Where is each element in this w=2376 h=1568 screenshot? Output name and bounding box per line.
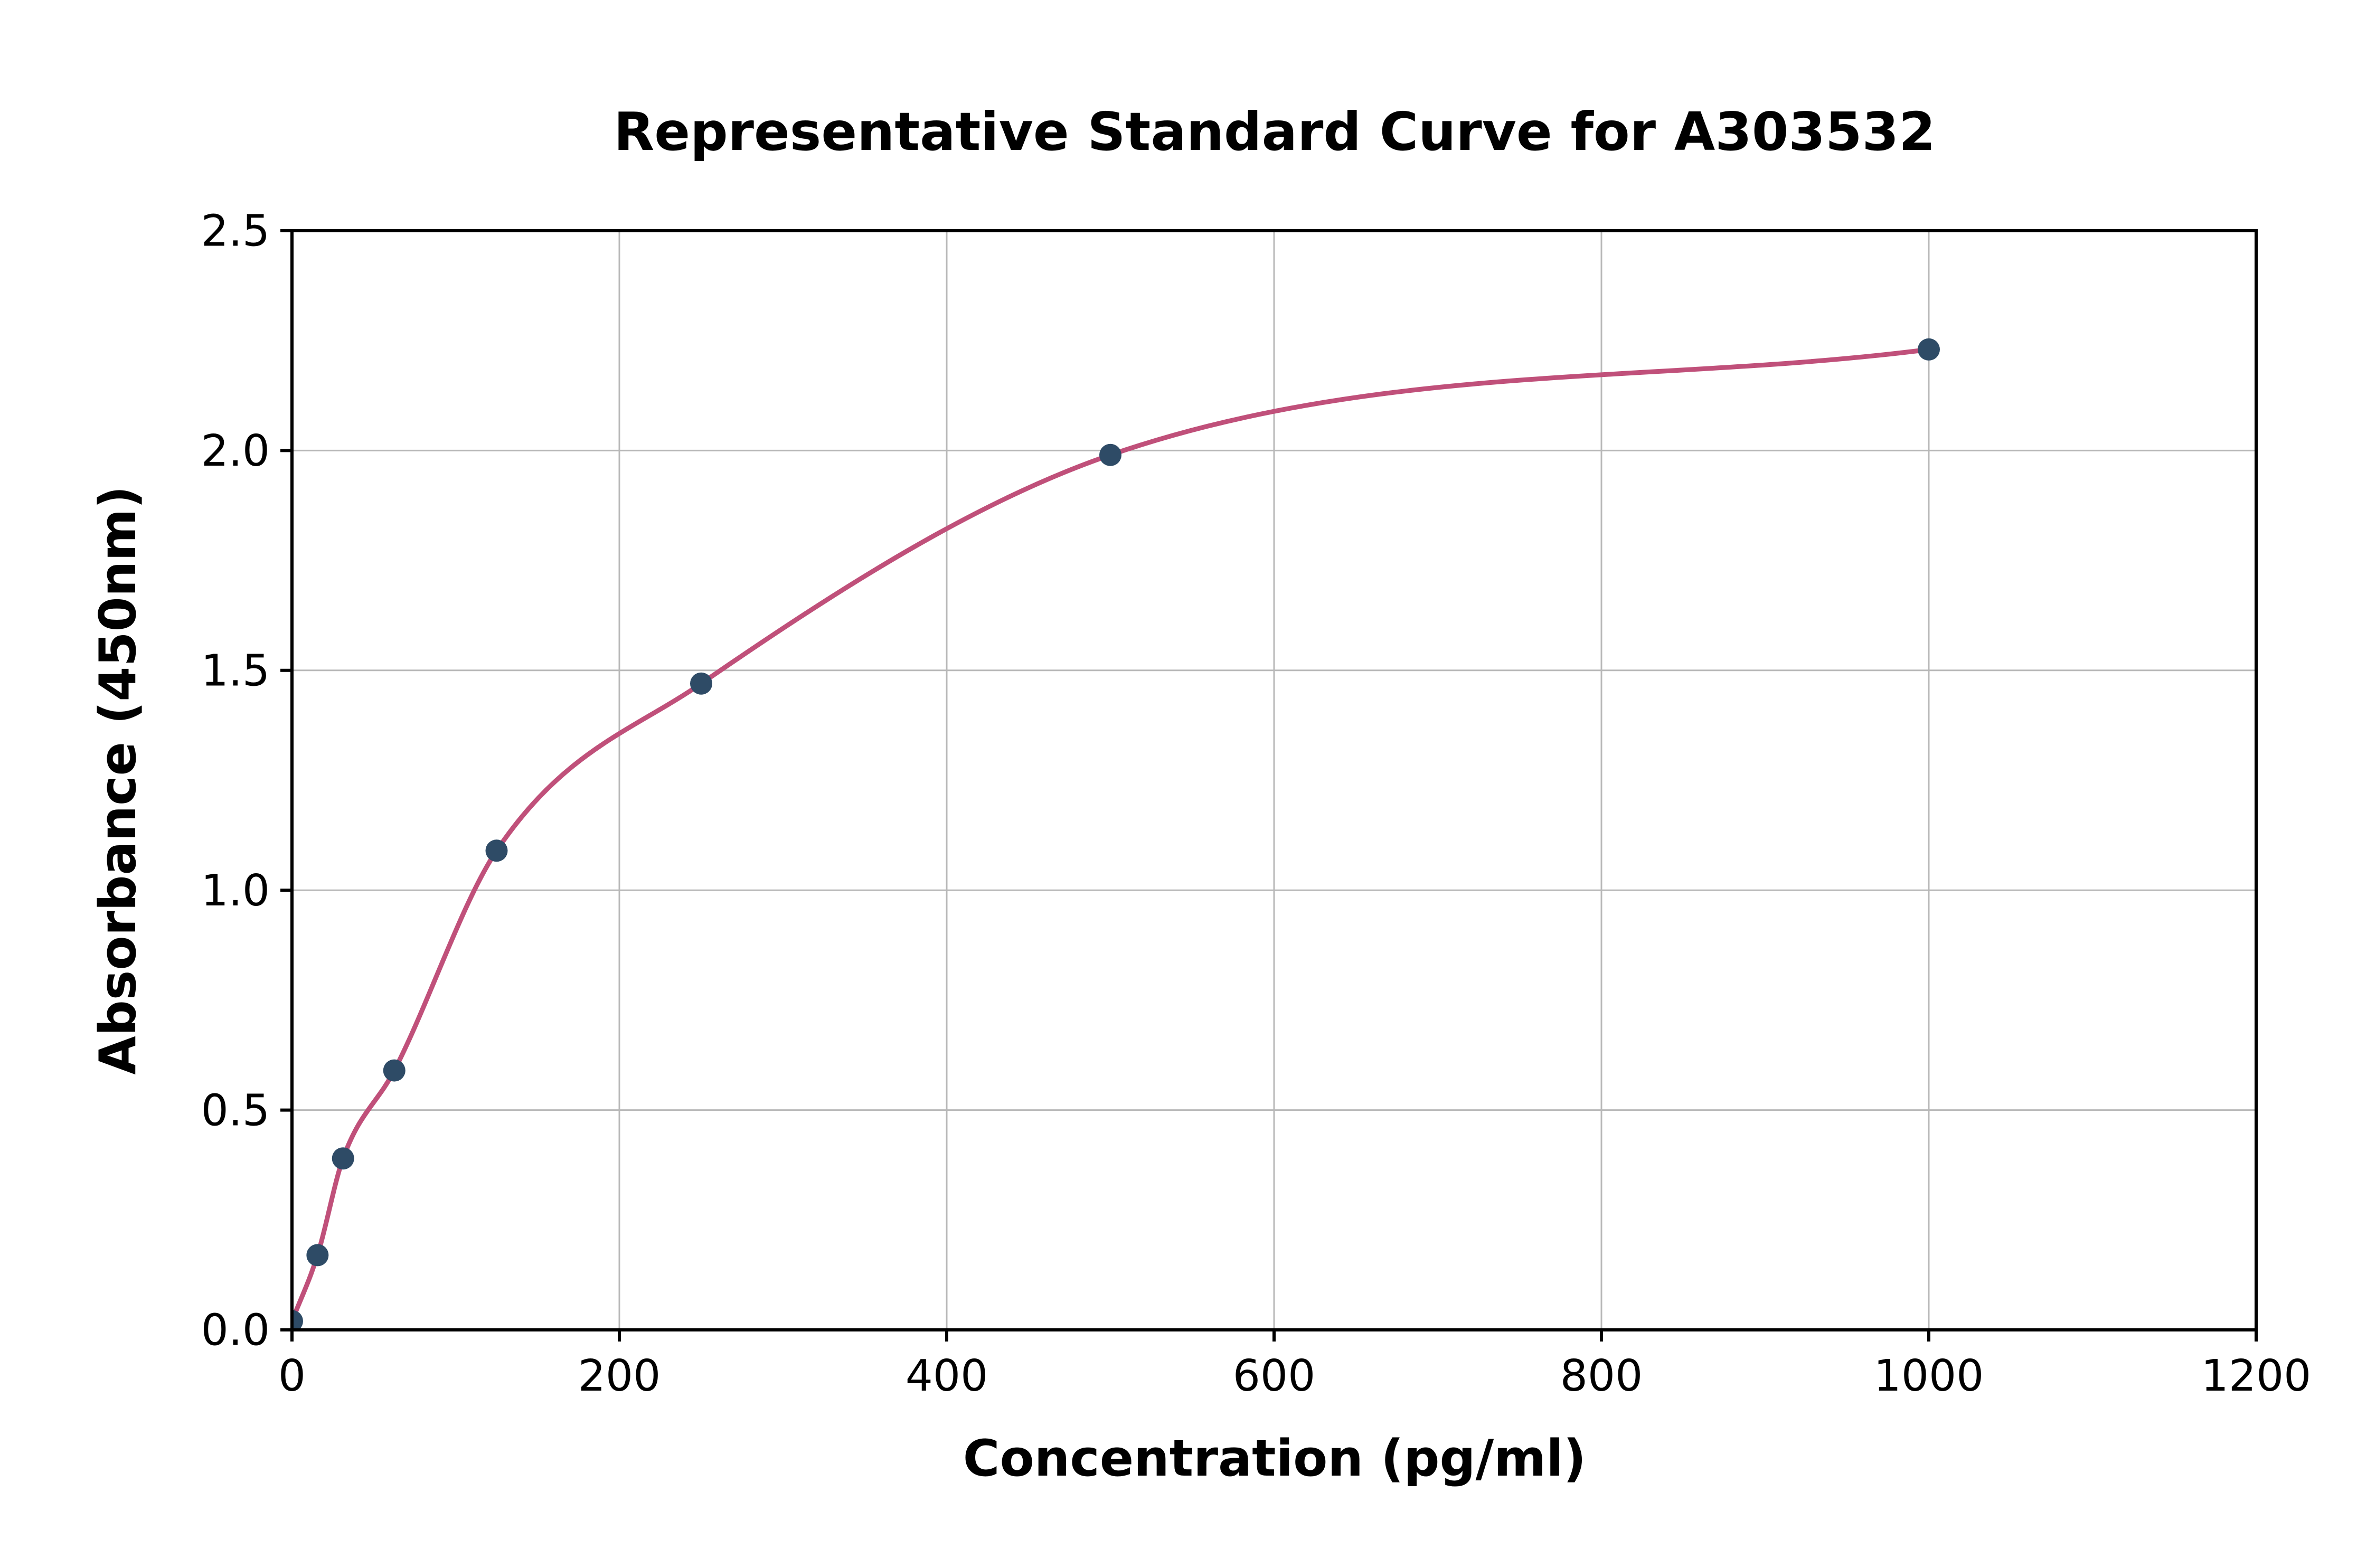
x-tick-label: 400 bbox=[906, 1351, 988, 1401]
x-tick-label: 0 bbox=[278, 1351, 306, 1401]
grid bbox=[291, 230, 2257, 1331]
data-layer bbox=[292, 338, 1940, 1330]
y-tick-label: 0.0 bbox=[201, 1306, 270, 1356]
y-tick-label: 2.5 bbox=[201, 206, 270, 257]
y-axis-label: Absorbance (450nm) bbox=[89, 486, 147, 1075]
x-tick-label: 800 bbox=[1560, 1351, 1643, 1401]
fit-curve bbox=[292, 347, 1931, 1324]
chart-title: Representative Standard Curve for A30353… bbox=[614, 101, 1936, 163]
x-tick-label: 200 bbox=[578, 1351, 661, 1401]
x-tick-label: 1200 bbox=[2201, 1351, 2312, 1401]
data-point bbox=[1918, 338, 1940, 361]
y-tick-label: 1.5 bbox=[201, 646, 270, 696]
data-point bbox=[383, 1059, 406, 1082]
data-point bbox=[332, 1147, 354, 1170]
data-point bbox=[1099, 443, 1121, 466]
data-point bbox=[690, 672, 712, 695]
y-tick-label: 0.5 bbox=[201, 1085, 270, 1136]
data-point bbox=[485, 839, 508, 862]
y-tick-label: 2.0 bbox=[201, 426, 270, 476]
x-axis-label: Concentration (pg/ml) bbox=[963, 1430, 1587, 1488]
y-tick-label: 1.0 bbox=[201, 866, 270, 916]
data-point bbox=[292, 1310, 303, 1330]
data-point bbox=[306, 1244, 329, 1267]
x-tick-label: 600 bbox=[1233, 1351, 1316, 1401]
x-tick-label: 1000 bbox=[1874, 1351, 1984, 1401]
